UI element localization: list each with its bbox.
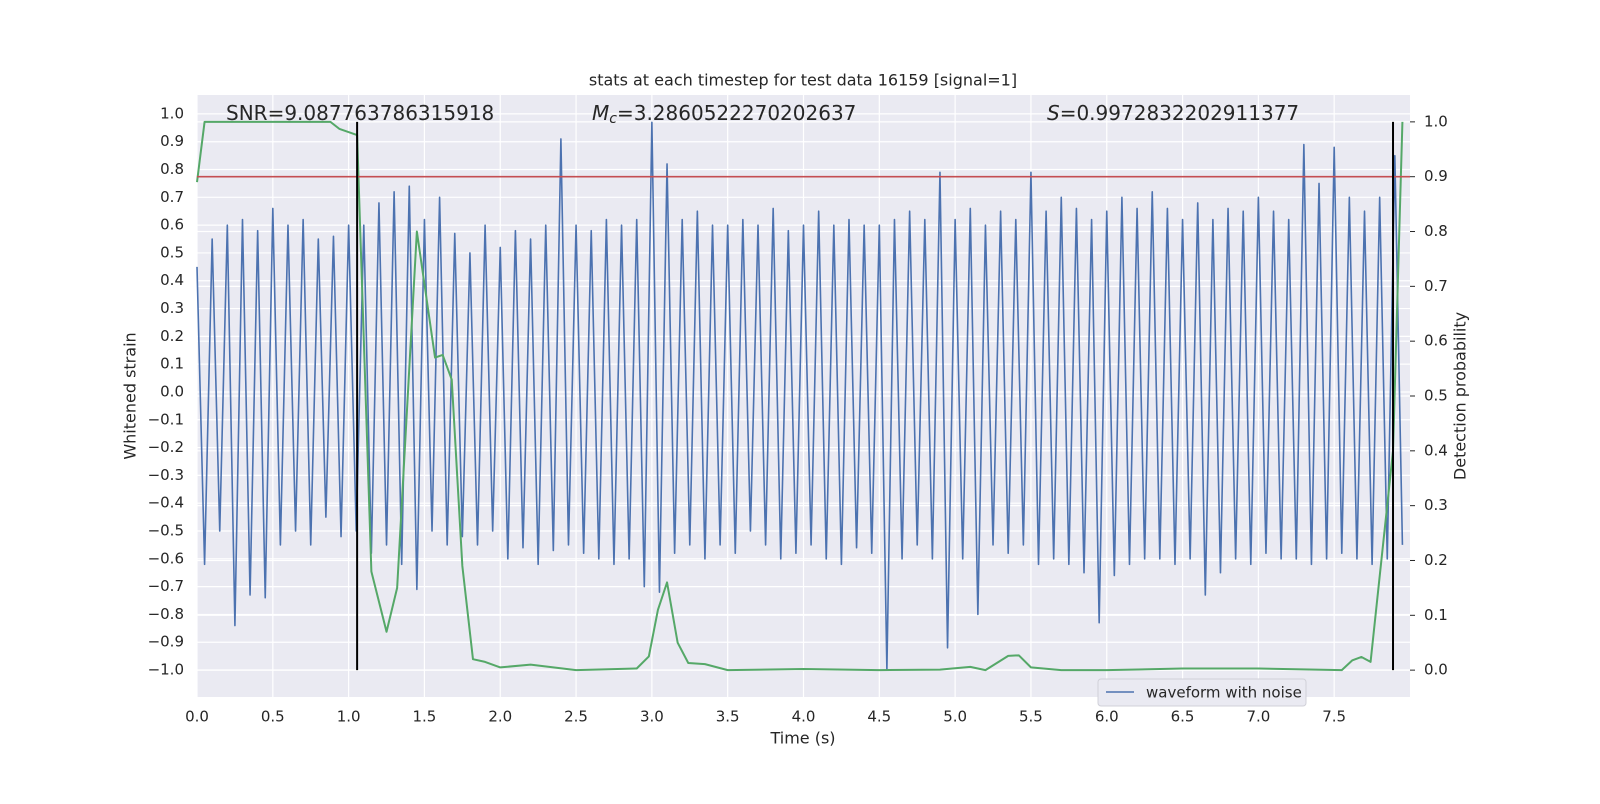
x-tick-label: 5.5 [1019,708,1043,726]
y2-tick-label: 1.0 [1424,112,1448,130]
y-axis-label: Whitened strain [121,332,140,459]
annotation-part: M [592,101,609,125]
annotation: Mc=3.2860522270202637 [592,101,856,128]
legend-label: waveform with noise [1146,684,1302,702]
x-tick-label: 1.5 [413,708,437,726]
x-tick-label: 4.0 [792,708,816,726]
x-tick-label: 7.0 [1246,708,1270,726]
y-tick-label: 0.3 [160,299,184,317]
y2-tick-label: 0.7 [1424,277,1448,295]
y-tick-label: 0.5 [160,243,184,261]
y-tick-label: −0.9 [148,633,184,651]
y-tick-label: 0.2 [160,327,184,345]
grid [196,95,1410,697]
x-tick-label: 5.0 [943,708,967,726]
y-tick-label: 0.1 [160,355,184,373]
y-tick-label: −0.5 [148,521,184,539]
y-tick-label: −0.6 [148,549,184,567]
y2-tick-label: 0.5 [1424,387,1448,405]
y-tick-label: 0.0 [160,382,184,400]
annotation: S=0.9972832202911377 [1047,101,1299,125]
y-tick-label: 1.0 [160,104,184,122]
x-tick-label: 6.0 [1095,708,1119,726]
y-tick-label: 0.7 [160,188,184,206]
y-tick-label: −1.0 [148,661,184,679]
annotation-part: SNR [226,101,268,125]
series-line [196,121,1404,671]
annotation-part: =0.9972832202911377 [1060,101,1299,125]
chart-title: stats at each timestep for test data 161… [589,71,1017,90]
y2-tick-label: 0.4 [1424,441,1448,459]
x-tick-label: 1.0 [337,708,361,726]
y-tick-label: −0.7 [148,577,184,595]
y2-tick-label: 0.8 [1424,222,1448,240]
annotation-part: S [1047,101,1060,125]
y-tick-label: −0.3 [148,466,184,484]
y-tick-label: −0.2 [148,438,184,456]
annotation-part: c [609,111,617,127]
x-tick-label: 7.5 [1322,708,1346,726]
y2-tick-label: 0.3 [1424,496,1448,514]
y2-tick-label: 0.1 [1424,606,1448,624]
series-line [196,120,1404,672]
annotation-part: =9.087763786315918 [268,101,495,125]
y2-tick-label: 0.2 [1424,551,1448,569]
labels: 0.0 0.5 1.0 1.5 2.0 2.5 3.0 3.5 4.0 4.5 5.0 5.5 6.0 6… [148,101,1448,726]
x-tick-label: 6.5 [1171,708,1195,726]
annotation-part: =3.2860522270202637 [617,101,856,125]
x-tick-label: 3.0 [640,708,664,726]
y-tick-label: −0.8 [148,605,184,623]
x-tick-label: 2.5 [564,708,588,726]
y2-tick-label: 0.6 [1424,332,1448,350]
x-tick-label: 4.5 [867,708,891,726]
y-tick-label: −0.4 [148,494,184,512]
annotation: SNR=9.087763786315918 [226,101,494,125]
x-tick-label: 0.5 [261,708,285,726]
x-tick-label: 0.0 [185,708,209,726]
y-tick-label: −0.1 [148,410,184,428]
y-tick-label: 0.4 [160,271,184,289]
x-tick-label: 3.5 [716,708,740,726]
marks [196,120,1410,672]
y2-tick-label: 0.0 [1424,661,1448,679]
legend-box [1097,678,1307,707]
y2-tick-label: 0.9 [1424,167,1448,185]
x-tick-label: 2.0 [488,708,512,726]
x-axis-label: Time (s) [769,729,835,748]
y-tick-label: 0.9 [160,132,184,150]
y2-axis-label: Detection probability [1451,312,1470,480]
y-tick-label: 0.6 [160,216,184,234]
y-tick-label: 0.8 [160,160,184,178]
